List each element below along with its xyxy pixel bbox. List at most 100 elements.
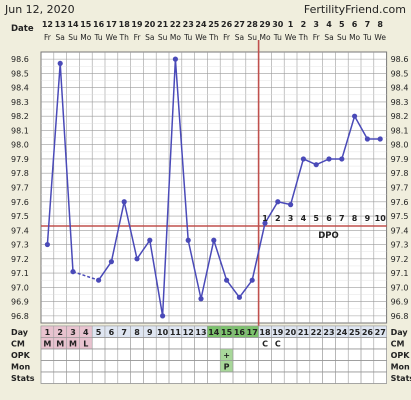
weekday-label: Th [298, 33, 309, 42]
cell-value-cm: M [69, 340, 77, 349]
weekday-label: Fr [134, 33, 142, 42]
temperature-point [198, 296, 204, 302]
y-tick-label-right: 97.6 [391, 198, 409, 207]
date-label: 2 [301, 20, 307, 29]
cell-value-day: 14 [208, 328, 220, 337]
temperature-point [172, 56, 178, 62]
cell-value-day: 1 [45, 328, 51, 337]
chart-date-title: Jun 12, 2020 [4, 3, 75, 16]
y-tick-label-left: 98.3 [11, 98, 29, 107]
cell-value-cm: M [56, 340, 64, 349]
temperature-point [160, 313, 166, 319]
cell-value-day: 20 [285, 328, 297, 337]
cell-value-day: 5 [96, 328, 102, 337]
row-label-day: Day [11, 328, 29, 337]
y-tick-label-right: 97.3 [391, 241, 409, 250]
temperature-line-dashed [72, 270, 99, 281]
weekday-label: Sa [145, 33, 154, 42]
cell-value-day: 18 [259, 328, 271, 337]
cell-value-day: 10 [157, 328, 169, 337]
weekday-label: Sa [324, 33, 333, 42]
y-tick-label-left: 97.0 [11, 283, 29, 292]
row-label-right-cm: CM [391, 340, 405, 349]
y-tick-label-right: 97.5 [391, 212, 409, 221]
temperature-point [300, 156, 306, 162]
temperature-point [70, 269, 76, 275]
date-label: 12 [42, 20, 53, 29]
cell-value-opk: + [223, 351, 230, 360]
weekday-label: We [285, 33, 297, 42]
cell-value-day: 11 [170, 328, 182, 337]
weekday-label: We [374, 33, 386, 42]
dpo-number: 7 [339, 214, 345, 223]
y-tick-label-left: 96.8 [11, 312, 29, 321]
y-tick-label-right: 97.4 [391, 226, 409, 235]
y-tick-label-right: 98.0 [391, 141, 409, 150]
temperature-point [185, 237, 191, 243]
y-tick-label-left: 97.6 [11, 198, 29, 207]
temperature-point [44, 241, 51, 248]
date-label: 13 [55, 20, 66, 29]
temperature-point [262, 220, 268, 226]
temperature-point [339, 156, 345, 162]
temperature-point [57, 60, 63, 67]
dpo-number: 9 [365, 214, 371, 223]
row-label-right-mon: Mon [391, 363, 410, 372]
weekday-label: Fr [313, 33, 321, 42]
temperature-point [313, 162, 319, 168]
temperature-point [211, 237, 217, 243]
temperature-point [377, 136, 383, 142]
weekday-label: Su [247, 33, 257, 42]
table-row-cm [40, 337, 387, 350]
weekday-label: Th [119, 33, 130, 42]
cell-value-day: 23 [323, 328, 334, 337]
date-label: 20 [144, 20, 156, 29]
y-tick-label-left: 98.2 [11, 112, 29, 121]
date-label: 14 [67, 20, 79, 29]
y-tick-label-left: 97.3 [11, 241, 29, 250]
cell-value-day: 25 [349, 328, 361, 337]
date-label: 3 [313, 20, 319, 29]
date-label: 30 [272, 20, 284, 29]
temperature-point [352, 113, 358, 119]
cell-value-day: 24 [336, 328, 348, 337]
row-label-cm: CM [11, 340, 25, 349]
y-tick-label-left: 98.1 [11, 126, 29, 135]
y-tick-label-right: 96.8 [391, 312, 409, 321]
y-tick-label-right: 98.1 [391, 126, 409, 135]
cell-value-day: 19 [272, 328, 284, 337]
site-name: FertilityFriend.com [304, 3, 406, 16]
temperature-point [364, 136, 370, 142]
date-label: 24 [195, 20, 207, 29]
cell-value-day: 9 [147, 328, 153, 337]
date-label: 21 [157, 20, 169, 29]
y-tick-label-right: 98.6 [391, 55, 409, 64]
date-label: 1 [288, 20, 294, 29]
date-label: 8 [377, 20, 383, 29]
date-label: 16 [93, 20, 105, 29]
date-label: 22 [170, 20, 181, 29]
cell-value-day: 13 [195, 328, 206, 337]
cell-value-day: 2 [57, 328, 63, 337]
weekday-label: Sa [56, 33, 65, 42]
temperature-point [326, 156, 332, 162]
y-tick-label-right: 97.7 [391, 184, 409, 193]
y-tick-label-right: 97.1 [391, 269, 409, 278]
cell-value-cm: C [262, 340, 268, 349]
temperature-point [134, 256, 140, 262]
y-tick-label-right: 97.2 [391, 255, 409, 264]
temperature-point [121, 199, 127, 205]
y-tick-label-left: 97.8 [11, 169, 29, 178]
y-tick-label-right: 98.2 [391, 112, 409, 121]
cell-value-day: 3 [70, 328, 76, 337]
dpo-number: 6 [326, 214, 332, 223]
weekday-label: Mo [80, 33, 91, 42]
weekday-label: Th [208, 33, 219, 42]
cell-value-cm: C [275, 340, 281, 349]
cell-value-day: 4 [83, 328, 89, 337]
y-tick-label-right: 97.0 [391, 283, 409, 292]
temperature-point [147, 237, 153, 243]
table-row-mon [40, 360, 387, 373]
